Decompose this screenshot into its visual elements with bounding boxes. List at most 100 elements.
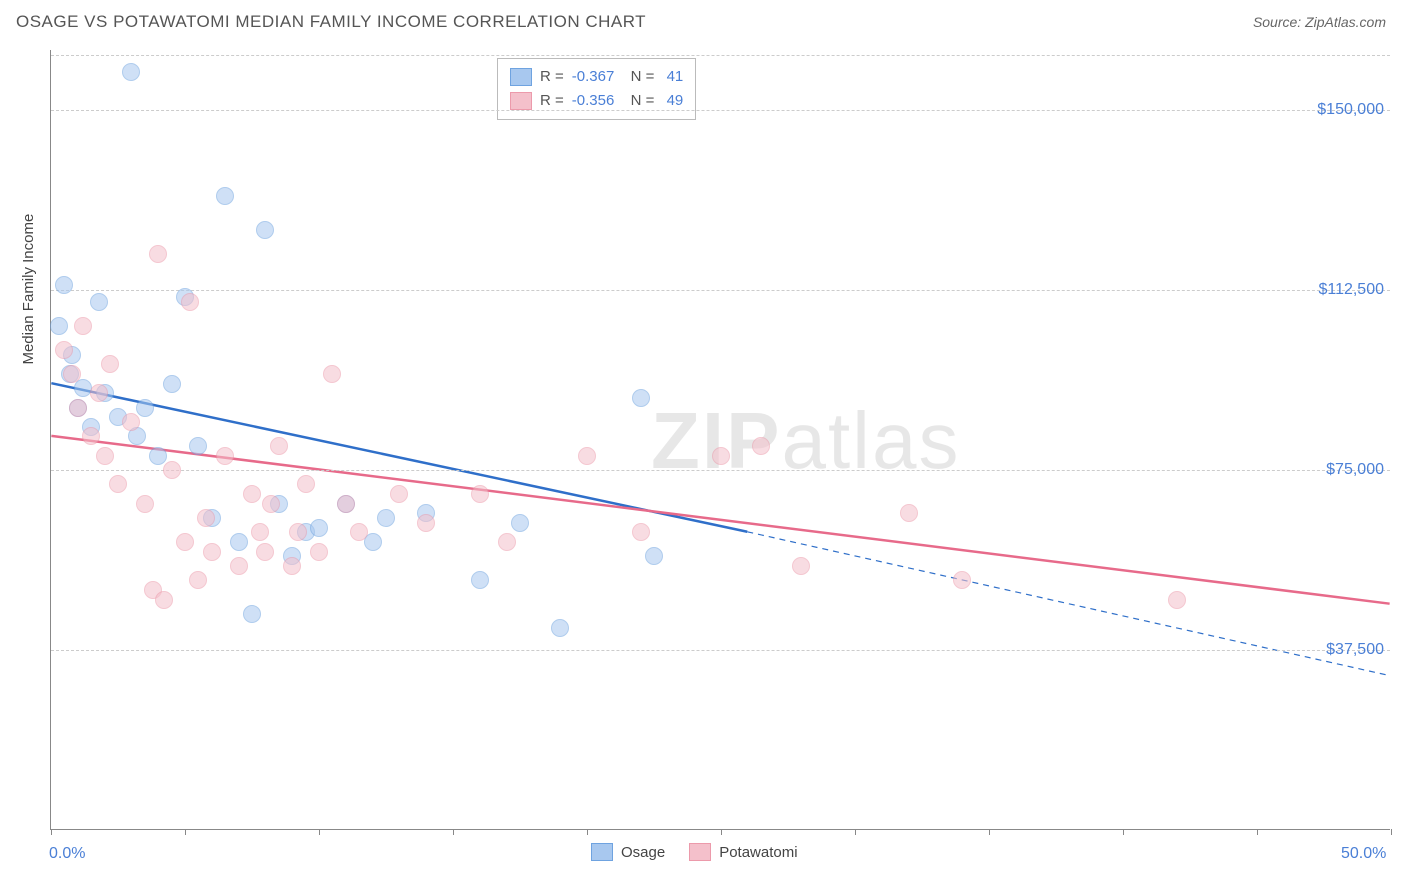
- scatter-point: [136, 399, 154, 417]
- x-tick: [319, 829, 320, 835]
- scatter-point: [243, 605, 261, 623]
- scatter-point: [256, 221, 274, 239]
- legend-swatch: [689, 843, 711, 861]
- scatter-point: [163, 375, 181, 393]
- trend-line-extrapolated: [747, 532, 1389, 676]
- scatter-point: [50, 317, 68, 335]
- scatter-point: [136, 495, 154, 513]
- scatter-point: [289, 523, 307, 541]
- scatter-point: [189, 437, 207, 455]
- scatter-point: [203, 543, 221, 561]
- y-tick-label: $75,000: [1326, 461, 1384, 479]
- x-tick: [587, 829, 588, 835]
- scatter-point: [645, 547, 663, 565]
- scatter-point: [216, 187, 234, 205]
- scatter-point: [230, 533, 248, 551]
- scatter-point: [337, 495, 355, 513]
- legend-swatch: [510, 68, 532, 86]
- scatter-point: [471, 571, 489, 589]
- legend-n-label: N =: [622, 65, 654, 89]
- x-tick: [185, 829, 186, 835]
- scatter-point: [900, 504, 918, 522]
- y-tick-label: $112,500: [1318, 281, 1384, 299]
- scatter-point: [752, 437, 770, 455]
- chart-title: OSAGE VS POTAWATOMI MEDIAN FAMILY INCOME…: [16, 12, 646, 32]
- scatter-point: [953, 571, 971, 589]
- scatter-point: [197, 509, 215, 527]
- scatter-point: [262, 495, 280, 513]
- legend-series-name: Potawatomi: [719, 844, 797, 861]
- scatter-point: [163, 461, 181, 479]
- scatter-point: [283, 557, 301, 575]
- scatter-point: [632, 389, 650, 407]
- legend-n-value: 41: [662, 65, 683, 89]
- scatter-point: [471, 485, 489, 503]
- scatter-point: [181, 293, 199, 311]
- correlation-legend-row: R = -0.367 N = 41: [510, 65, 683, 89]
- watermark-rest: atlas: [781, 396, 960, 485]
- scatter-point: [122, 413, 140, 431]
- x-tick: [1391, 829, 1392, 835]
- scatter-point: [101, 355, 119, 373]
- scatter-point: [176, 533, 194, 551]
- series-legend: Osage Potawatomi: [591, 843, 798, 861]
- gridline: [51, 110, 1390, 111]
- scatter-point: [82, 427, 100, 445]
- scatter-point: [310, 519, 328, 537]
- gridline: [51, 470, 1390, 471]
- scatter-point: [377, 509, 395, 527]
- y-tick-label: $150,000: [1317, 101, 1384, 119]
- x-tick: [721, 829, 722, 835]
- scatter-point: [712, 447, 730, 465]
- x-tick: [51, 829, 52, 835]
- scatter-point: [55, 341, 73, 359]
- scatter-point: [792, 557, 810, 575]
- x-tick: [855, 829, 856, 835]
- scatter-point: [90, 293, 108, 311]
- scatter-point: [149, 245, 167, 263]
- legend-r-label: R =: [540, 65, 564, 89]
- y-tick-label: $37,500: [1326, 641, 1384, 659]
- x-tick: [1257, 829, 1258, 835]
- legend-swatch: [591, 843, 613, 861]
- scatter-point: [251, 523, 269, 541]
- scatter-point: [109, 475, 127, 493]
- scatter-point: [55, 276, 73, 294]
- scatter-point: [632, 523, 650, 541]
- scatter-point: [90, 384, 108, 402]
- scatter-point: [551, 619, 569, 637]
- source-label: Source: ZipAtlas.com: [1253, 14, 1386, 30]
- legend-r-value: -0.367: [572, 65, 615, 89]
- scatter-point: [498, 533, 516, 551]
- gridline: [51, 290, 1390, 291]
- gridline: [51, 55, 1390, 56]
- legend-item: Potawatomi: [689, 843, 797, 861]
- x-tick: [989, 829, 990, 835]
- legend-item: Osage: [591, 843, 665, 861]
- scatter-point: [390, 485, 408, 503]
- gridline: [51, 650, 1390, 651]
- scatter-point: [578, 447, 596, 465]
- scatter-point: [230, 557, 248, 575]
- scatter-point: [323, 365, 341, 383]
- scatter-point: [350, 523, 368, 541]
- watermark: ZIPatlas: [651, 395, 960, 487]
- scatter-point: [96, 447, 114, 465]
- x-tick-label: 0.0%: [49, 845, 85, 863]
- x-tick: [1123, 829, 1124, 835]
- scatter-point: [216, 447, 234, 465]
- plot-area: ZIPatlas R = -0.367 N = 41R = -0.356 N =…: [50, 50, 1390, 830]
- x-tick-label: 50.0%: [1341, 845, 1386, 863]
- scatter-point: [417, 514, 435, 532]
- x-tick: [453, 829, 454, 835]
- scatter-point: [149, 447, 167, 465]
- scatter-point: [74, 317, 92, 335]
- scatter-point: [256, 543, 274, 561]
- legend-swatch: [510, 92, 532, 110]
- scatter-point: [63, 365, 81, 383]
- legend-series-name: Osage: [621, 844, 665, 861]
- scatter-point: [122, 63, 140, 81]
- scatter-point: [155, 591, 173, 609]
- scatter-point: [189, 571, 207, 589]
- trend-lines-layer: [51, 50, 1390, 829]
